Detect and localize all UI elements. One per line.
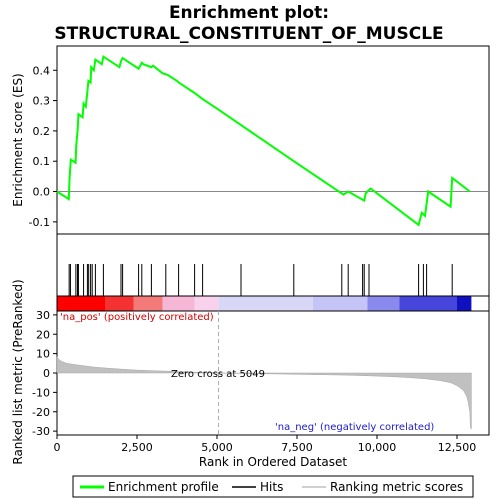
metric-y-tick-label: -30 xyxy=(32,425,50,438)
legend-metric-label: Ranking metric scores xyxy=(330,480,463,494)
metric-y-axis-label: Ranked list metric (PreRanked) xyxy=(11,279,25,464)
es-y-tick-label: 0.4 xyxy=(33,64,51,77)
ranking-metric-area xyxy=(56,356,472,430)
metric-y-tick-label: 0 xyxy=(43,367,50,380)
legend-box xyxy=(72,475,474,498)
metric-y-tick-label: -20 xyxy=(32,406,50,419)
x-tick-label: 10,000 xyxy=(358,441,397,454)
chart-title-line2: STRUCTURAL_CONSTITUENT_OF_MUSCLE xyxy=(54,24,443,44)
heatmap-segment xyxy=(399,296,457,311)
x-tick-label: 7,500 xyxy=(281,441,313,454)
chart-title-line1: Enrichment plot: xyxy=(169,3,329,23)
heatmap-segment xyxy=(457,296,472,311)
es-y-tick-label: -0.1 xyxy=(29,216,50,229)
x-tick-label: 0 xyxy=(54,441,61,454)
legend-enrichment-label: Enrichment profile xyxy=(108,480,219,494)
es-y-tick-label: 0.0 xyxy=(33,186,51,199)
heatmap-segment xyxy=(105,296,134,311)
heatmap-segment xyxy=(194,296,219,311)
enrichment-profile-line xyxy=(56,54,471,227)
x-tick-label: 12,500 xyxy=(438,441,477,454)
legend-hits-label: Hits xyxy=(260,480,283,494)
es-panel-frame xyxy=(56,45,490,235)
heatmap-segment xyxy=(133,296,163,311)
heatmap-segment xyxy=(162,296,195,311)
heatmap-segment xyxy=(57,296,105,311)
hits-panel-frame xyxy=(56,233,490,297)
es-y-tick-label: 0.3 xyxy=(33,95,51,108)
metric-y-tick-label: 30 xyxy=(36,309,50,322)
metric-y-tick-label: 10 xyxy=(36,348,50,361)
heatmap-segment xyxy=(218,296,313,311)
neg-correlated-label: 'na_neg' (negatively correlated) xyxy=(275,422,434,433)
zero-cross-label: Zero cross at 5049 xyxy=(171,369,265,380)
heatmap-segment xyxy=(367,296,400,311)
es-y-tick-label: 0.1 xyxy=(33,155,51,168)
x-tick-label: 5,000 xyxy=(201,441,233,454)
heatmap-segment xyxy=(313,296,368,311)
metric-y-tick-label: -10 xyxy=(32,386,50,399)
x-tick-label: 2,500 xyxy=(121,441,153,454)
es-y-axis-label: Enrichment score (ES) xyxy=(11,73,25,206)
pos-correlated-label: 'na_pos' (positively correlated) xyxy=(60,312,214,323)
x-axis-label: Rank in Ordered Dataset xyxy=(199,455,347,469)
es-y-tick-label: 0.2 xyxy=(33,125,51,138)
metric-y-tick-label: 20 xyxy=(36,328,50,341)
